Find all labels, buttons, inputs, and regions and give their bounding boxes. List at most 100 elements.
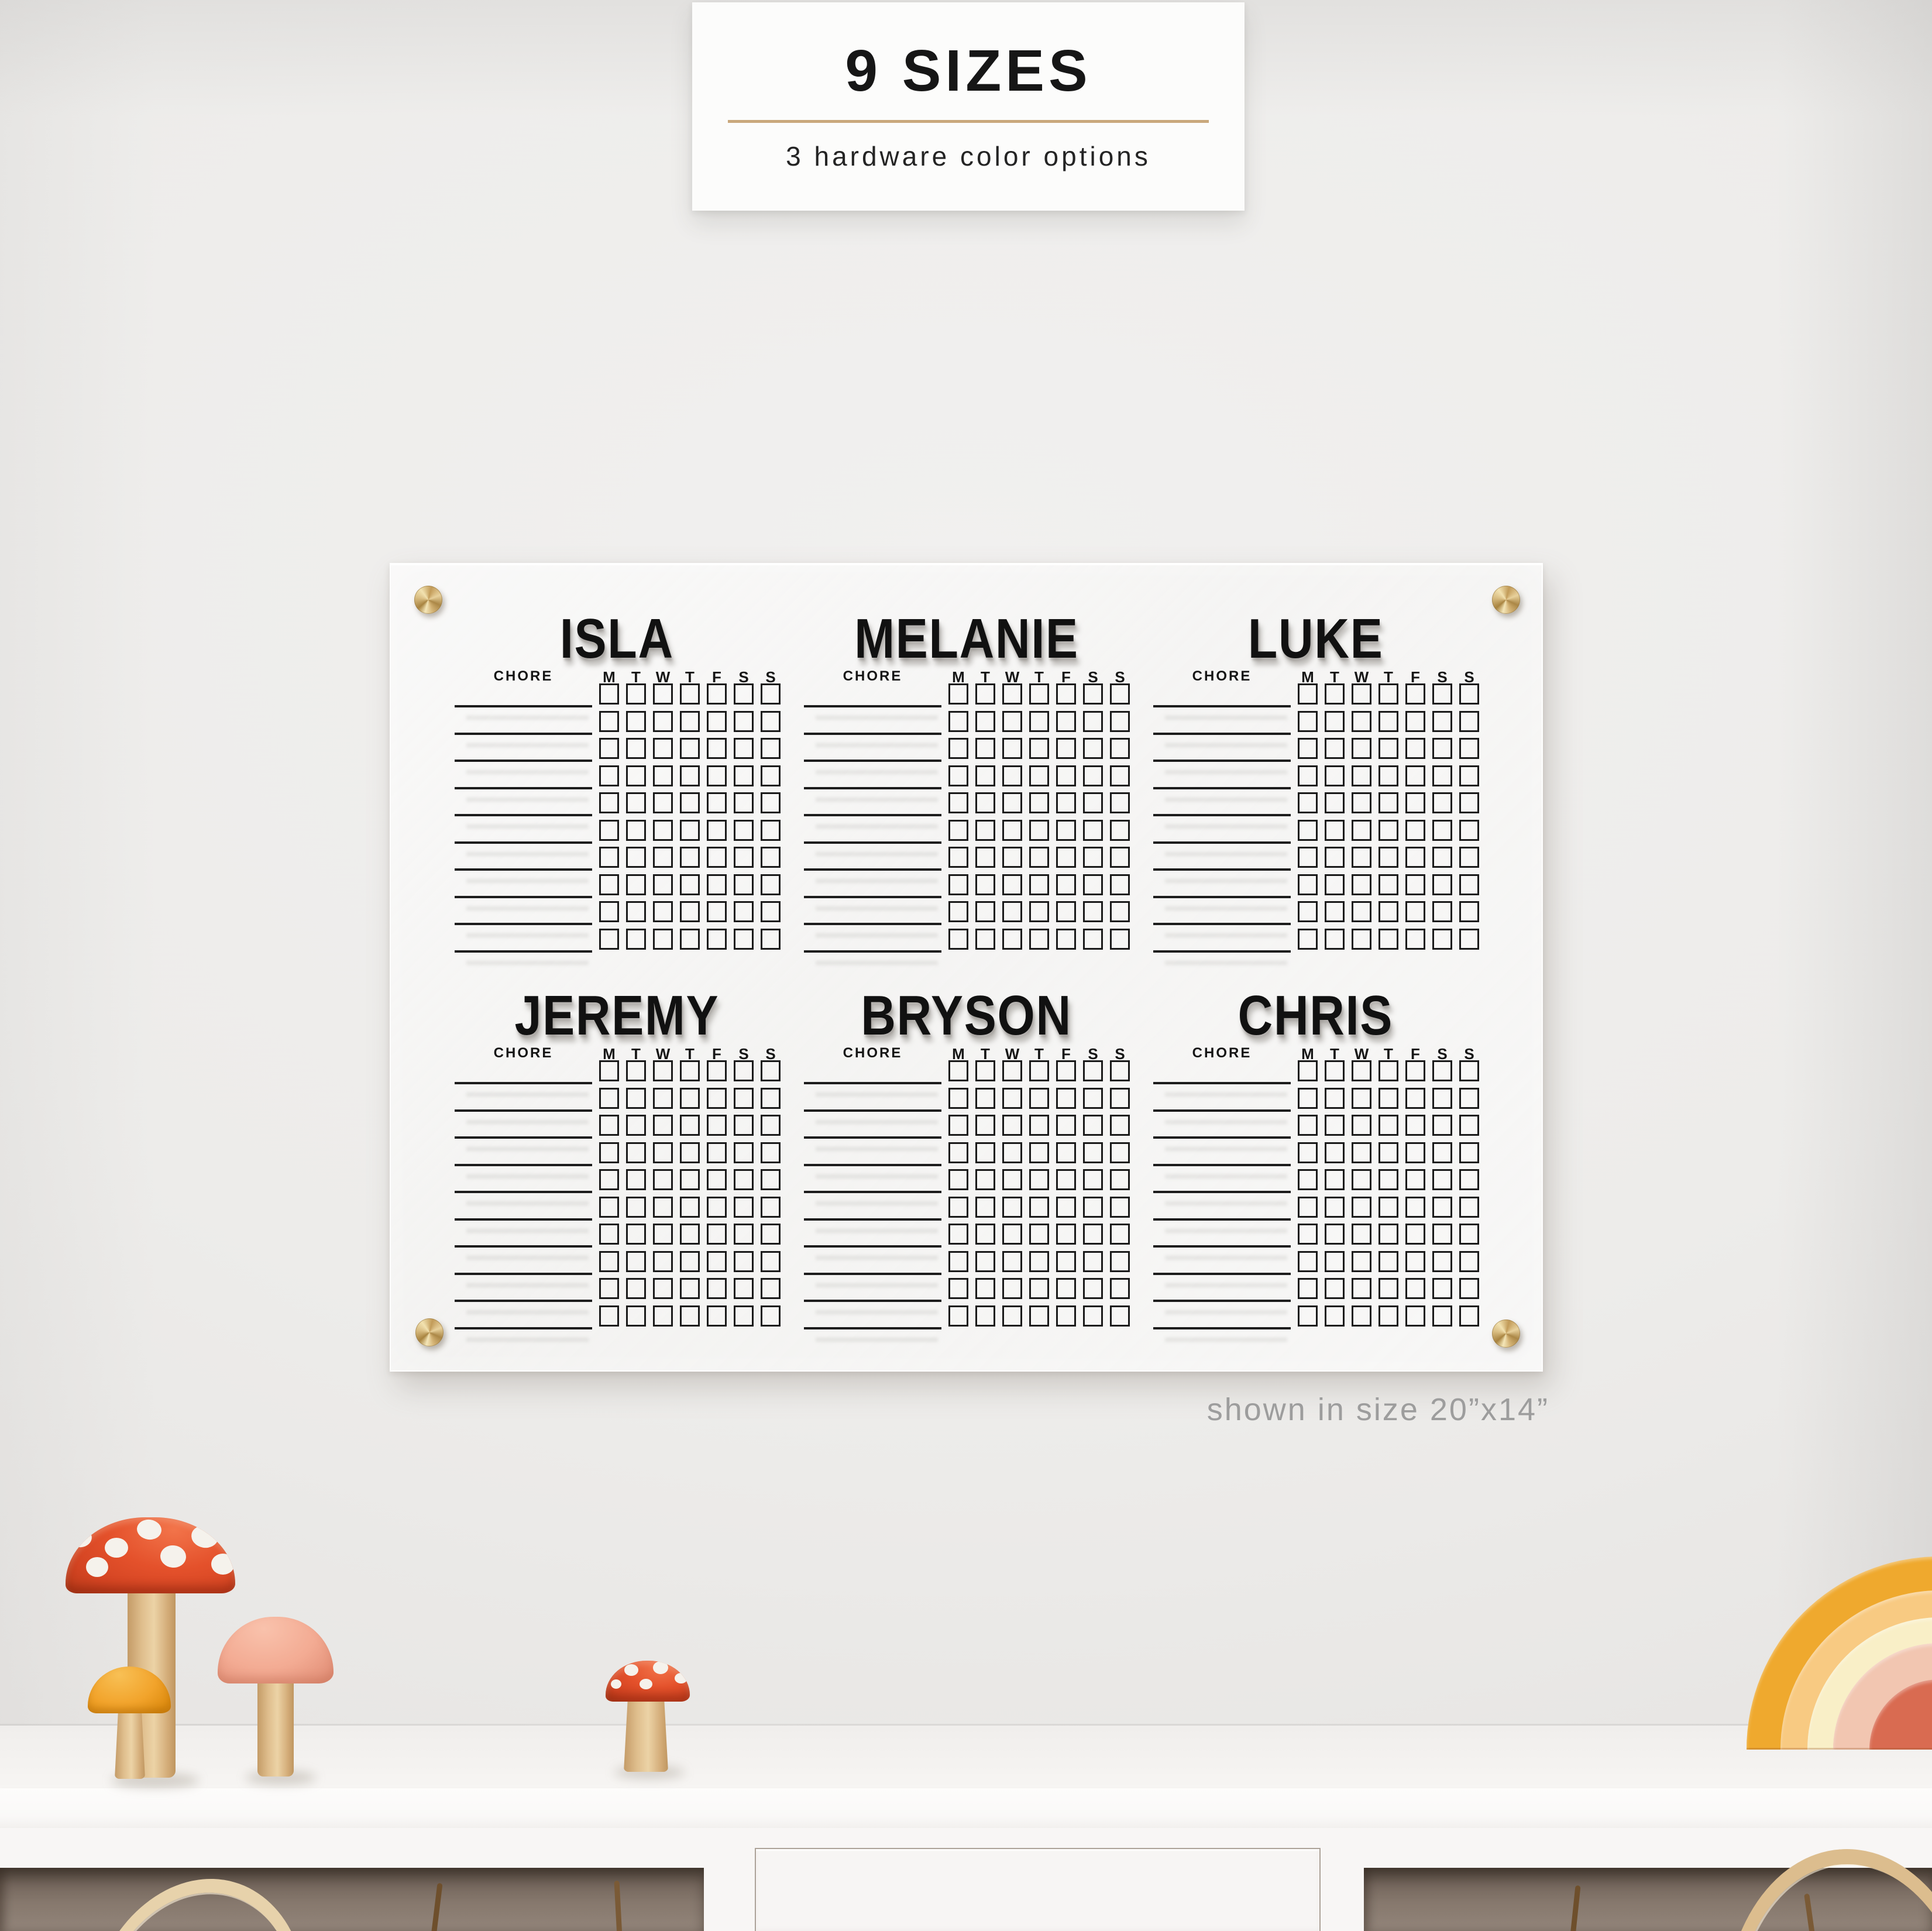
day-checkbox: [1352, 1142, 1371, 1163]
day-checkbox: [1352, 1196, 1371, 1218]
sizes-count-title: 9 SIZES: [845, 37, 1092, 104]
chore-writing-line: [455, 1272, 592, 1275]
person-name-text: BRYSON: [861, 984, 1072, 1047]
day-checkbox: [1432, 1278, 1452, 1299]
day-checkbox: [1352, 819, 1371, 841]
chore-writing-line: [804, 705, 941, 707]
day-checkbox: [1378, 1169, 1398, 1190]
day-checkbox: [1298, 1224, 1318, 1245]
day-checkbox: [948, 901, 968, 922]
day-checkbox: [599, 1060, 619, 1081]
day-checkbox: [761, 901, 781, 922]
day-checkbox: [1029, 738, 1049, 759]
chore-writing-line: [804, 1163, 941, 1166]
chore-writing-line: [455, 1218, 592, 1221]
day-checkbox: [975, 819, 995, 841]
day-letter: F: [1411, 668, 1420, 686]
day-checkbox: [1110, 792, 1130, 813]
day-checkbox: [1405, 1278, 1425, 1299]
day-checkbox: [1405, 1087, 1425, 1109]
day-checkbox: [680, 1224, 700, 1245]
day-checkbox: [975, 1196, 995, 1218]
chore-writing-line: [804, 760, 941, 762]
day-checkbox: [680, 1305, 700, 1327]
day-checkbox: [1056, 1196, 1076, 1218]
mushroom-stem: [624, 1691, 668, 1772]
day-checkbox: [1110, 1169, 1130, 1190]
day-checkbox: [1325, 819, 1345, 841]
day-checkbox: [653, 847, 673, 868]
day-checkbox: [1110, 1115, 1130, 1136]
day-checkbox: [1298, 738, 1318, 759]
day-checkbox: [1405, 1169, 1425, 1190]
day-checkbox: [599, 683, 619, 705]
day-checkbox: [680, 847, 700, 868]
day-checkbox: [761, 1196, 781, 1218]
day-checkbox: [1459, 874, 1479, 895]
day-letter: M: [603, 668, 616, 686]
day-checkbox: [1378, 1305, 1398, 1327]
day-checkbox: [1378, 683, 1398, 705]
person-section: LUKE CHORE M T W T F S S: [1153, 609, 1479, 961]
day-checkbox: [1002, 1115, 1022, 1136]
day-checkbox: [680, 1250, 700, 1272]
day-checkbox: [948, 1196, 968, 1218]
day-checkbox: [1432, 792, 1452, 813]
day-checkbox: [707, 847, 727, 868]
shown-size-caption: shown in size 20”x14”: [1206, 1392, 1549, 1427]
day-checkbox: [626, 1115, 646, 1136]
day-checkbox: [1432, 1305, 1452, 1327]
day-checkbox: [1110, 1142, 1130, 1163]
day-checkbox: [1352, 765, 1371, 786]
chore-column-label: CHORE: [493, 1045, 554, 1061]
day-checkbox: [707, 1115, 727, 1136]
day-checkbox: [680, 683, 700, 705]
day-checkbox: [761, 738, 781, 759]
day-letter: S: [738, 1045, 749, 1063]
day-checkbox: [1352, 847, 1371, 868]
day-checkbox: [1083, 710, 1103, 732]
day-checkbox: [1110, 874, 1130, 895]
day-checkbox: [1056, 847, 1076, 868]
day-checkbox: [1352, 901, 1371, 922]
person-name: JEREMY: [455, 986, 779, 1046]
day-checkbox: [1378, 901, 1398, 922]
day-checkbox: [626, 1278, 646, 1299]
chore-writing-line: [1153, 841, 1291, 844]
day-checkbox: [1083, 847, 1103, 868]
day-checkbox: [653, 1224, 673, 1245]
day-checkbox: [1002, 1087, 1022, 1109]
day-letter: T: [685, 668, 695, 686]
day-checkbox: [626, 792, 646, 813]
day-checkbox: [1110, 1278, 1130, 1299]
day-checkbox: [1029, 1169, 1049, 1190]
day-checkbox: [1083, 1196, 1103, 1218]
day-checkbox: [1325, 1060, 1345, 1081]
person-section: MELANIE CHORE M T W T F S S: [804, 609, 1130, 961]
day-checkbox: [734, 874, 754, 895]
day-checkbox: [1029, 1087, 1049, 1109]
day-checkbox: [707, 901, 727, 922]
day-letter: W: [1005, 668, 1020, 686]
day-checkbox: [1432, 765, 1452, 786]
day-checkbox: [948, 1224, 968, 1245]
day-checkbox: [975, 738, 995, 759]
day-checkbox: [734, 901, 754, 922]
chore-writing-line: [455, 895, 592, 898]
day-checkbox: [1029, 1224, 1049, 1245]
day-letter: S: [765, 668, 776, 686]
day-checkbox: [707, 1250, 727, 1272]
chore-writing-line: [455, 1163, 592, 1166]
chore-writing-line: [804, 1109, 941, 1112]
day-checkbox: [680, 901, 700, 922]
cap-dot: [189, 1523, 220, 1551]
day-checkbox: [734, 683, 754, 705]
chore-writing-line: [1153, 1272, 1291, 1275]
day-checkbox: [680, 874, 700, 895]
day-checkbox: [1056, 710, 1076, 732]
day-checkbox: [734, 819, 754, 841]
day-checkbox: [1056, 792, 1076, 813]
day-checkbox: [1459, 1250, 1479, 1272]
day-checkbox: [707, 792, 727, 813]
